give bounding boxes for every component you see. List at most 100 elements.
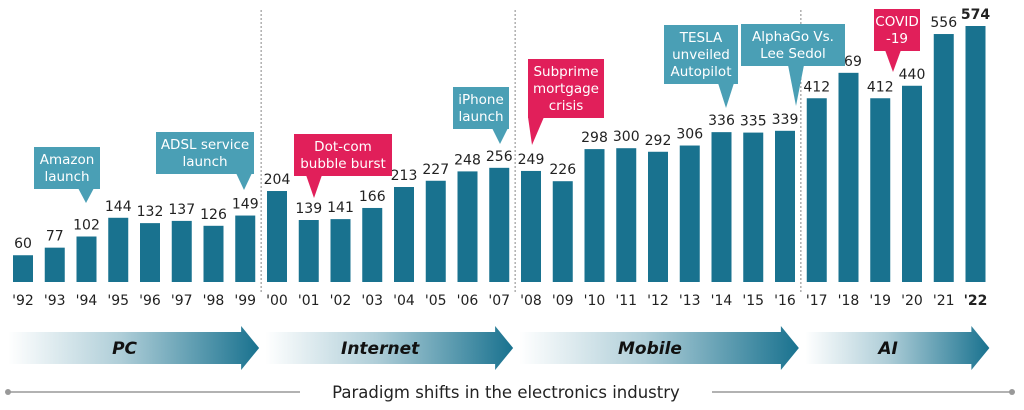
bar-06 — [457, 171, 478, 282]
annotation-text: Lee Sedol — [760, 46, 826, 62]
annotation-text: ADSL service — [161, 137, 249, 153]
footer: Paradigm shifts in the electronics indus… — [5, 383, 1015, 402]
bar-04 — [394, 187, 414, 282]
value-label-17: 412 — [803, 79, 830, 95]
value-label-21: 556 — [930, 15, 957, 31]
annotation-box — [156, 132, 254, 174]
annotation-text: unveiled — [672, 47, 730, 63]
era-arrow-ai — [804, 326, 990, 370]
bar-08 — [521, 170, 541, 282]
bar-10 — [584, 149, 605, 282]
footer-dot-right — [1009, 389, 1015, 395]
year-label-18: '18 — [838, 293, 860, 309]
era-arrows: PC Internet Mobile AI — [8, 326, 990, 370]
footer-dot-left — [5, 389, 11, 395]
annotation-text: -19 — [886, 31, 908, 47]
annotation-text: launch — [182, 154, 227, 170]
annotation-box — [34, 147, 100, 189]
annotation-text: iPhone — [458, 92, 504, 108]
year-label-93: '93 — [44, 293, 66, 309]
annotation-box — [294, 134, 392, 176]
value-label-98: 126 — [200, 207, 227, 223]
value-label-13: 306 — [676, 127, 703, 143]
value-label-06: 248 — [454, 152, 481, 168]
value-label-00: 204 — [264, 172, 291, 188]
year-label-20: '20 — [901, 293, 923, 309]
annotation-box — [453, 87, 509, 129]
annotation-text: mortgage — [533, 81, 599, 97]
year-label-17: '17 — [806, 293, 828, 309]
bar-12 — [648, 151, 668, 282]
bar-95 — [108, 217, 129, 282]
bar-05 — [425, 180, 446, 282]
value-label-10: 298 — [581, 130, 608, 146]
value-label-99: 149 — [232, 197, 259, 213]
bar-96 — [140, 223, 160, 282]
bar-93 — [44, 247, 65, 282]
year-label-10: '10 — [584, 293, 606, 309]
value-label-22: 574 — [961, 7, 990, 23]
era-label-internet: Internet — [341, 339, 420, 359]
annotation-16: AlphaGo Vs.Lee Sedol — [741, 24, 845, 106]
year-label-01: '01 — [298, 293, 320, 309]
value-label-93: 77 — [46, 229, 64, 245]
era-arrow-mobile — [519, 326, 799, 370]
bar-13 — [679, 145, 700, 282]
annotation-19: COVID-19 — [874, 9, 920, 72]
annotation-text: TESLA — [679, 30, 723, 46]
year-label-97: '97 — [171, 293, 193, 309]
bar-97 — [171, 220, 192, 282]
year-label-21: '21 — [933, 293, 955, 309]
bar-21 — [933, 34, 954, 282]
bar-20 — [902, 85, 922, 283]
bar-98 — [203, 225, 224, 282]
bar-03 — [362, 207, 383, 282]
annotation-box — [664, 25, 738, 84]
bar-92 — [13, 255, 33, 282]
year-label-04: '04 — [393, 293, 415, 309]
year-label-94: '94 — [76, 293, 98, 309]
annotation-pointer — [306, 175, 322, 198]
year-label-13: '13 — [679, 293, 701, 309]
bar-07 — [489, 167, 510, 282]
value-label-02: 141 — [327, 200, 354, 216]
value-label-12: 292 — [645, 133, 672, 149]
annotation-text: Subprime — [533, 64, 598, 80]
year-label-03: '03 — [361, 293, 383, 309]
bar-00 — [267, 191, 287, 282]
value-label-05: 227 — [422, 162, 449, 178]
annotation-text: launch — [44, 169, 89, 185]
value-label-94: 102 — [73, 218, 100, 234]
bar-22 — [965, 26, 986, 282]
era-dividers — [260, 10, 802, 292]
bar-02 — [330, 219, 351, 282]
year-label-02: '02 — [330, 293, 352, 309]
annotation-pointer — [885, 50, 901, 72]
year-label-00: '00 — [266, 293, 288, 309]
value-label-92: 60 — [14, 236, 32, 252]
bars — [13, 26, 986, 283]
year-label-06: '06 — [457, 293, 479, 309]
annotation-box — [741, 24, 845, 66]
year-label-05: '05 — [425, 293, 447, 309]
footer-caption: Paradigm shifts in the electronics indus… — [332, 383, 680, 402]
bar-15 — [743, 132, 764, 282]
value-label-08: 249 — [518, 152, 545, 168]
year-label-14: '14 — [711, 293, 733, 309]
annotation-text: Dot-com — [314, 139, 372, 155]
value-label-16: 339 — [772, 112, 799, 128]
year-label-11: '11 — [615, 293, 637, 309]
value-label-11: 300 — [613, 129, 640, 145]
annotation-box — [874, 9, 920, 51]
bar-09 — [552, 181, 573, 282]
annotation-text: crisis — [549, 98, 584, 114]
annotation-pointer — [528, 117, 544, 145]
era-label-ai: AI — [876, 339, 897, 359]
era-arrow-pc — [8, 326, 260, 370]
annotation-text: launch — [458, 109, 503, 125]
